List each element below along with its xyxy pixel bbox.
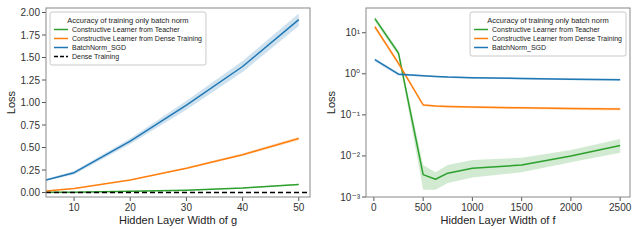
x-tick-label: 50 xyxy=(293,202,305,213)
x-tick-label: 1500 xyxy=(511,202,534,213)
legend-entry: Constructive Learner from Teacher xyxy=(72,26,180,33)
legend-handle xyxy=(54,38,68,40)
y-tick xyxy=(42,80,46,81)
x-tick-label: 2000 xyxy=(560,202,583,213)
panel: 10⁻³ 10⁻² 10⁻¹ 10⁰ 10¹ 0 500 1000 1500 2000 2500 Hi… xyxy=(325,8,632,226)
legend-handle xyxy=(474,29,488,31)
legend-background xyxy=(470,12,626,56)
y-axis: 0.00 0.25 0.50 0.75 1.00 1.25 1.50 1.75 2.00 xyxy=(21,7,46,198)
y-tick xyxy=(42,35,46,36)
x-tick xyxy=(423,197,424,201)
y-tick-label: 10⁻² xyxy=(340,150,360,161)
legend-entry: BatchNorm_SGD xyxy=(72,44,126,52)
legend-entry: Constructive Learner from Dense Training xyxy=(72,35,202,43)
y-tick-label: 0.50 xyxy=(21,142,41,153)
legend-background xyxy=(50,12,206,65)
y-tick-label: 10¹ xyxy=(346,27,361,38)
x-tick-label: 0 xyxy=(371,202,377,213)
y-tick xyxy=(362,32,366,33)
legend-entry: BatchNorm_SGD xyxy=(492,44,546,52)
series-line xyxy=(375,60,620,80)
x-tick xyxy=(242,197,243,201)
y-tick-label: 10⁻¹ xyxy=(340,109,360,120)
x-tick xyxy=(620,197,621,201)
y-tick xyxy=(42,125,46,126)
y-tick-label: 0.00 xyxy=(21,187,41,198)
y-tick xyxy=(362,155,366,156)
y-tick-label: 1.00 xyxy=(21,97,41,108)
chart-svg: 0.00 0.25 0.50 0.75 1.00 1.25 1.50 1.75 2.00 10 20… xyxy=(0,0,640,229)
x-tick xyxy=(298,197,299,201)
x-tick-label: 1000 xyxy=(461,202,484,213)
x-tick-label: 40 xyxy=(237,202,249,213)
plot-background xyxy=(366,8,630,197)
series-line xyxy=(46,139,299,191)
legend-handle xyxy=(474,47,488,49)
y-tick-label: 1.75 xyxy=(21,30,41,41)
x-tick xyxy=(570,197,571,201)
y-tick xyxy=(42,147,46,148)
x-tick-label: 10 xyxy=(69,202,81,213)
y-axis: 10⁻³ 10⁻² 10⁻¹ 10⁰ 10¹ xyxy=(340,27,366,202)
plot-frame xyxy=(366,8,630,197)
band xyxy=(46,184,299,193)
y-tick-label: 10⁰ xyxy=(345,68,360,79)
y-tick xyxy=(362,73,366,74)
x-axis: 0 500 1000 1500 2000 2500 xyxy=(371,197,632,213)
legend-handle xyxy=(54,47,68,49)
legend-handle xyxy=(54,29,68,31)
band xyxy=(46,137,299,191)
x-tick xyxy=(186,197,187,201)
band xyxy=(375,58,620,80)
legend-entry: Constructive Learner from Teacher xyxy=(492,26,600,33)
y-tick xyxy=(42,102,46,103)
plot-frame xyxy=(46,8,310,197)
x-tick-label: 20 xyxy=(125,202,137,213)
x-tick xyxy=(521,197,522,201)
legend-handle xyxy=(54,56,68,58)
y-axis-label: Loss xyxy=(5,90,17,114)
y-axis-label: Loss xyxy=(325,90,337,114)
y-tick xyxy=(42,12,46,13)
legend-title: Accuracy of training only batch norm xyxy=(487,16,608,25)
y-tick-label: 2.00 xyxy=(21,7,41,18)
y-tick-label: 1.25 xyxy=(21,75,41,86)
legend: Accuracy of training only batch normCons… xyxy=(50,12,206,65)
y-tick-label: 0.75 xyxy=(21,120,41,131)
x-tick xyxy=(472,197,473,201)
x-tick xyxy=(373,197,374,201)
y-tick-label: 1.50 xyxy=(21,52,41,63)
y-tick-label: 0.25 xyxy=(21,165,41,176)
x-tick-label: 500 xyxy=(415,202,432,213)
x-axis-label: Hidden Layer Width of g xyxy=(119,214,237,226)
legend-entry: Constructive Learner from Dense Training xyxy=(492,35,622,43)
x-tick xyxy=(130,197,131,201)
legend-title: Accuracy of training only batch norm xyxy=(67,16,188,25)
x-tick xyxy=(74,197,75,201)
legend: Accuracy of training only batch normCons… xyxy=(470,12,626,56)
y-tick xyxy=(42,192,46,193)
y-tick xyxy=(362,114,366,115)
y-tick xyxy=(42,170,46,171)
chart-root: 0.00 0.25 0.50 0.75 1.00 1.25 1.50 1.75 2.00 10 20… xyxy=(0,0,640,229)
series-line xyxy=(46,184,299,192)
legend-handle xyxy=(474,38,488,40)
y-tick xyxy=(362,197,366,198)
x-tick-label: 30 xyxy=(181,202,193,213)
plot-data xyxy=(46,13,310,192)
x-axis-label: Hidden Layer Width of f xyxy=(441,214,557,226)
plot-background xyxy=(46,8,310,197)
panel: 0.00 0.25 0.50 0.75 1.00 1.25 1.50 1.75 2.00 10 20… xyxy=(5,7,310,226)
series-line xyxy=(46,192,310,194)
x-axis: 10 20 30 40 50 xyxy=(69,197,305,213)
x-tick-label: 2500 xyxy=(609,202,632,213)
y-tick xyxy=(42,57,46,58)
legend-entry: Dense Training xyxy=(72,53,119,61)
y-tick-label: 10⁻³ xyxy=(340,192,360,203)
band xyxy=(46,13,299,180)
